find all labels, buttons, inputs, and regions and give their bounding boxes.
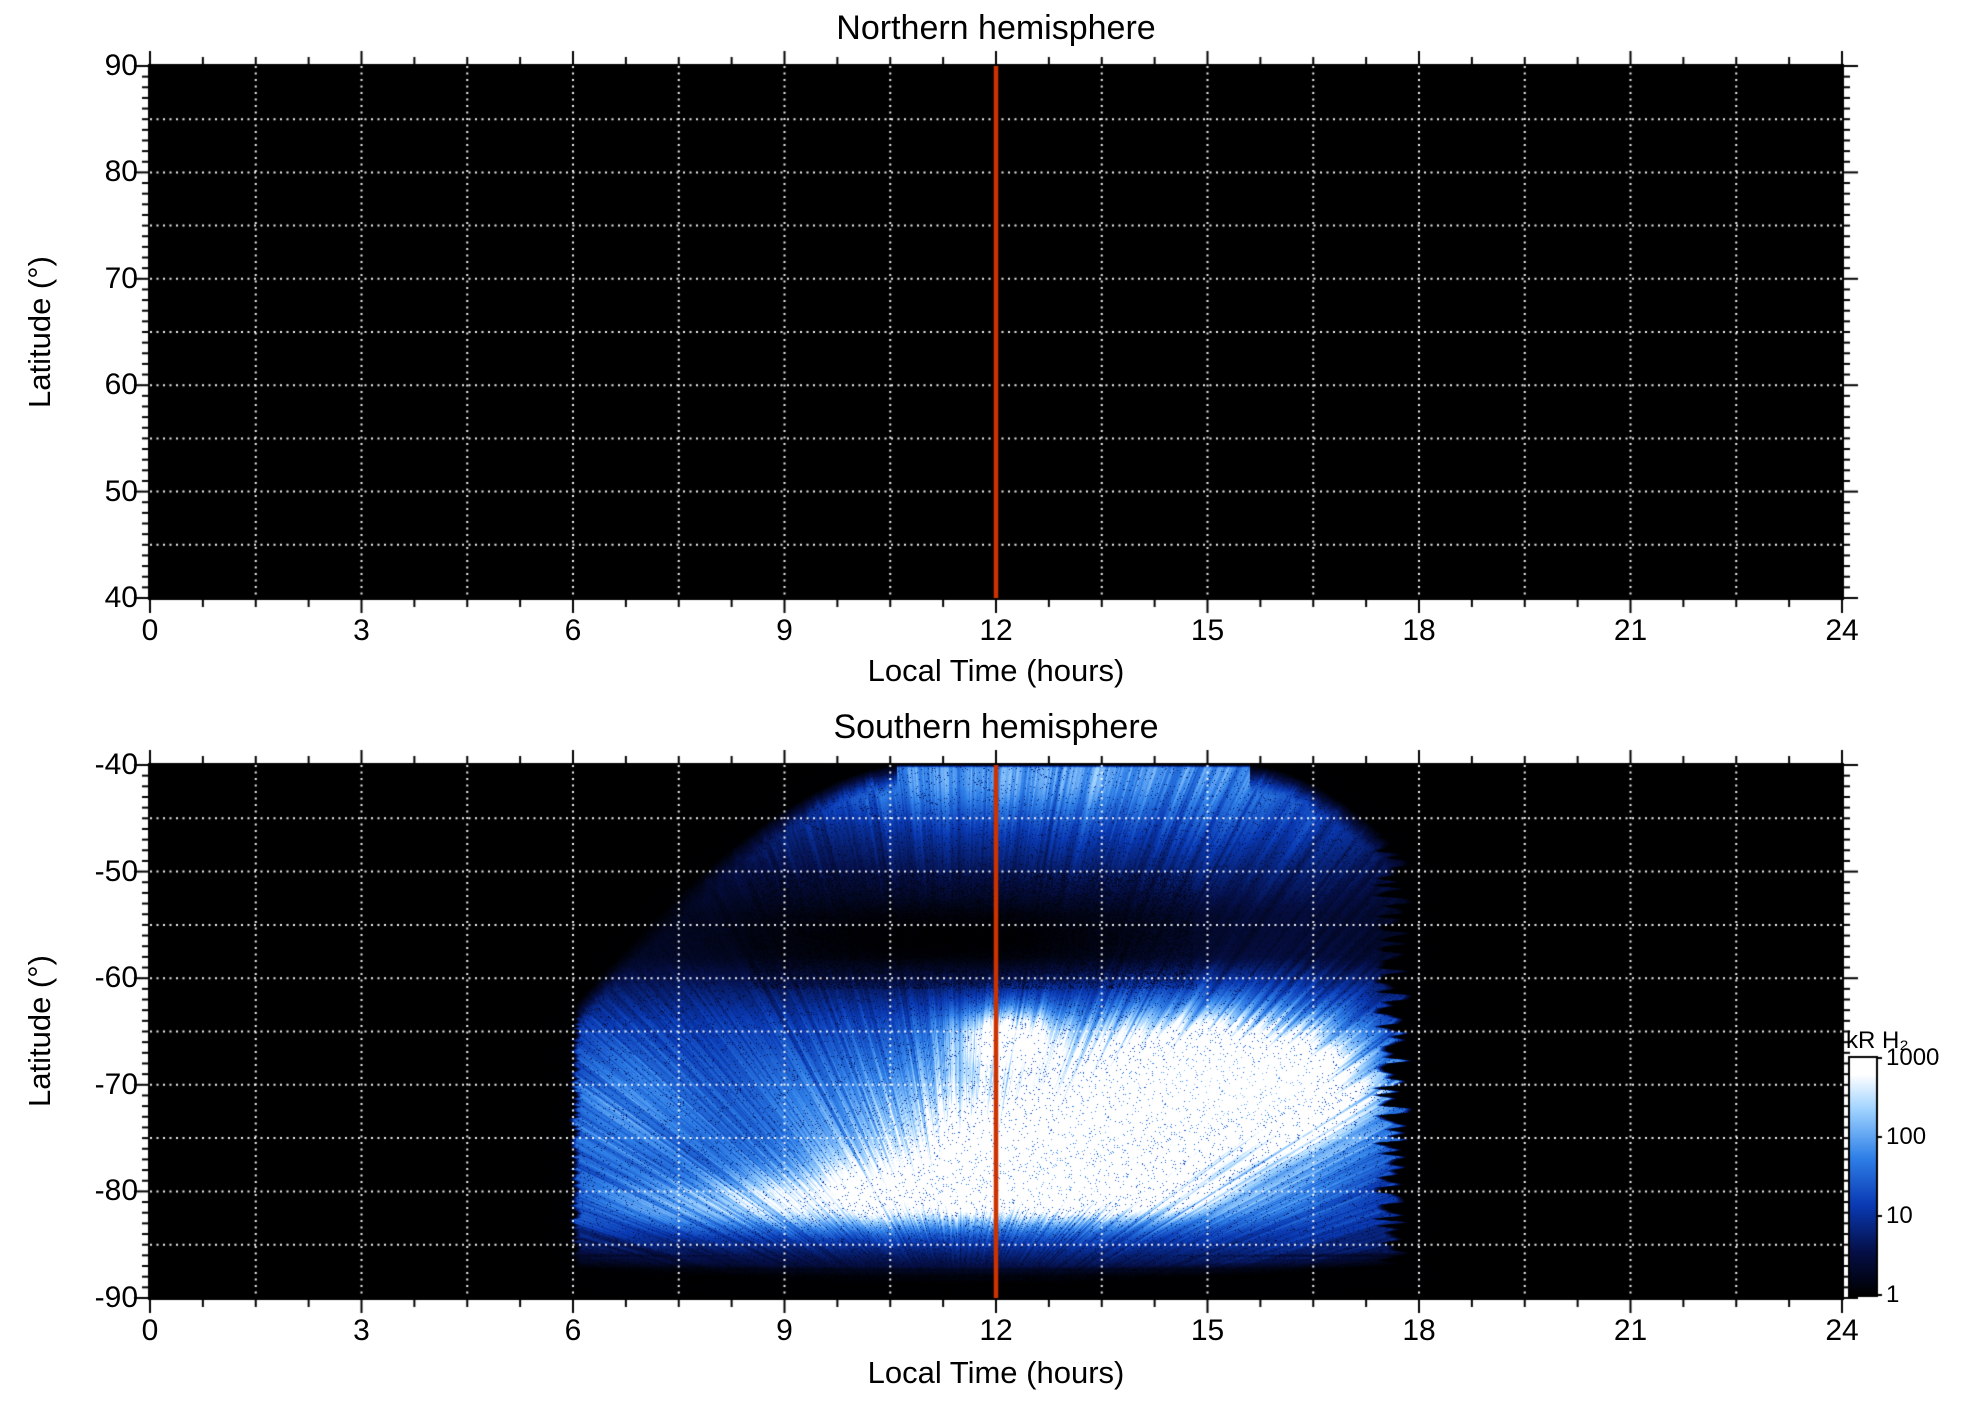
south-panel-title: Southern hemisphere [833,708,1159,746]
north-panel-title: Northern hemisphere [836,9,1156,47]
south-xaxis-label: Local Time (hours) [867,1355,1125,1390]
north-xaxis-label: Local Time (hours) [867,653,1125,688]
south-yaxis-label: Latitude (°) [21,955,57,1107]
colorbar-title: kR H₂ [1846,1027,1909,1054]
north-yaxis-label: Latitude (°) [21,256,57,408]
